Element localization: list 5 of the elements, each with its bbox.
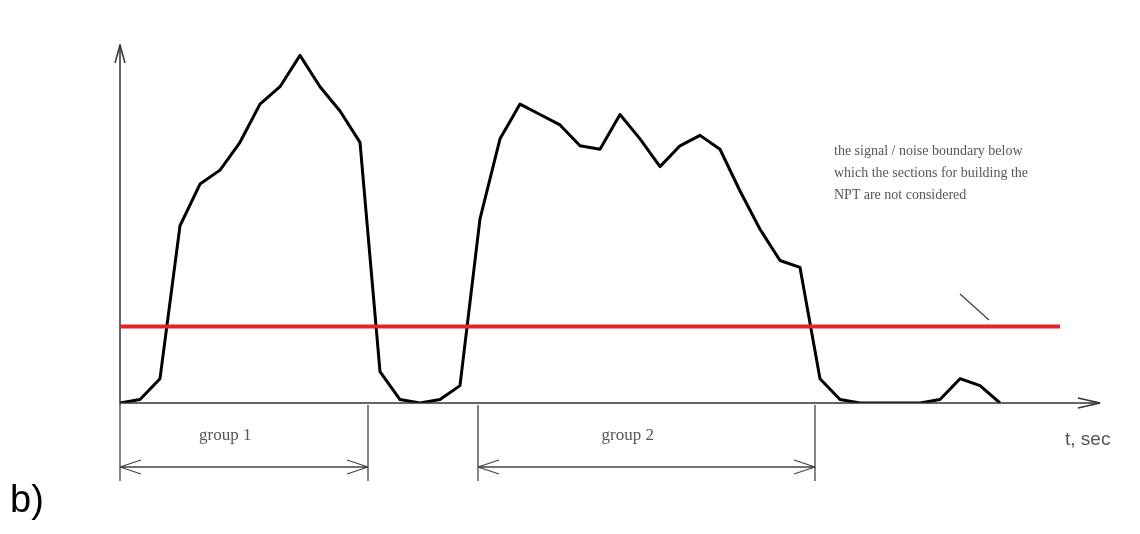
text: group 1	[199, 425, 252, 445]
x-axis-title: t, sec	[1065, 428, 1111, 449]
text: b)	[10, 478, 44, 521]
text: group 2	[601, 425, 654, 445]
annotation: the signal / noise boundary below which the sections for building the NPT are not considered	[834, 143, 1029, 202]
